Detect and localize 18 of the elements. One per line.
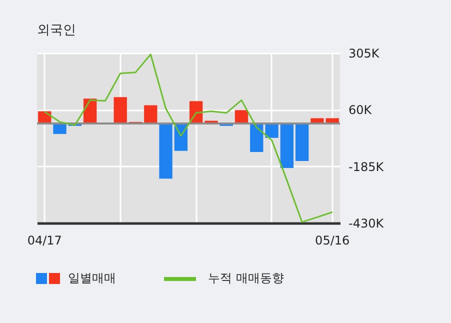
bar xyxy=(114,97,127,124)
y-tick-label: -185K xyxy=(348,160,385,174)
bar xyxy=(250,124,264,152)
chart-title: 외국인 xyxy=(37,23,76,38)
bar xyxy=(280,124,294,168)
bar xyxy=(295,124,309,162)
line-series xyxy=(44,54,334,223)
bar xyxy=(144,105,158,124)
x-tick-label: 05/16 xyxy=(315,234,350,248)
bar xyxy=(234,110,248,124)
y-tick-label: 305K xyxy=(348,46,380,60)
bar xyxy=(159,124,172,179)
bar xyxy=(53,124,66,134)
y-tick-label: 60K xyxy=(348,103,373,118)
x-tick-label: 04/17 xyxy=(27,234,62,248)
legend-label: 일별매매 xyxy=(68,270,116,287)
legend-label: 누적 매매동향 xyxy=(208,270,284,287)
y-tick-label: -430K xyxy=(348,216,385,230)
